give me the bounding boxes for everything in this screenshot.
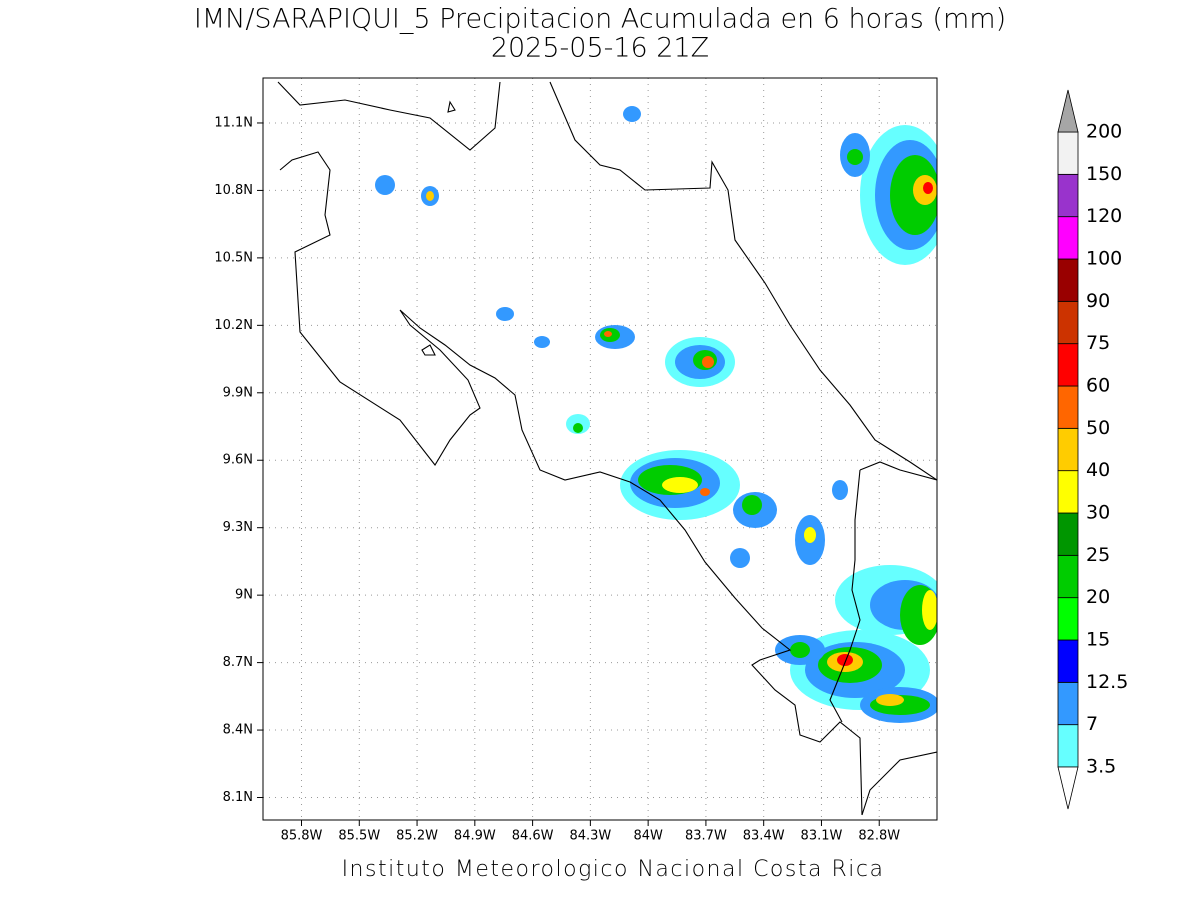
colorbar-label: 12.5 xyxy=(1086,671,1128,693)
colorbar-segment xyxy=(1057,597,1079,641)
precip-field xyxy=(277,81,937,816)
colorbar-label: 90 xyxy=(1086,290,1110,312)
lat-tick-label: 10.2N xyxy=(214,318,253,333)
colorbar-label: 25 xyxy=(1086,544,1110,566)
colorbar-segment xyxy=(1057,385,1079,429)
lon-tick-label: 84.6W xyxy=(512,829,554,844)
colorbar-label: 60 xyxy=(1086,375,1110,397)
colorbar: 3.5 7 12.5 15 20 25 30 40 50 60 75 90 100 120 150 200 xyxy=(1057,89,1128,810)
colorbar-label: 150 xyxy=(1086,163,1122,185)
lat-tick-label: 9N xyxy=(235,588,253,603)
colorbar-label: 30 xyxy=(1086,502,1110,524)
rain-cells xyxy=(375,106,937,723)
colorbar-segment xyxy=(1057,300,1079,345)
lon-tick-label: 83.1W xyxy=(801,829,843,844)
lon-tick-label: 85.2W xyxy=(396,829,438,844)
colorbar-segment xyxy=(1057,258,1079,302)
lon-tick-label: 82.8W xyxy=(858,829,900,844)
colorbar-under xyxy=(1057,766,1079,810)
colorbar-segment xyxy=(1057,554,1079,599)
colorbar-segment xyxy=(1057,512,1079,556)
colorbar-label: 200 xyxy=(1086,121,1122,143)
lat-tick-label: 11.1N xyxy=(214,115,253,130)
lat-tick-label: 9.6N xyxy=(223,453,253,468)
lon-tick-label: 85.5W xyxy=(338,829,380,844)
colorbar-segment xyxy=(1057,681,1079,726)
lat-tick-label: 8.4N xyxy=(223,723,253,738)
colorbar-label: 7 xyxy=(1086,713,1098,735)
footer: Instituto Meteorologico Nacional Costa R… xyxy=(342,857,885,882)
lon-tick-label: 83.7W xyxy=(685,829,727,844)
lat-tick-label: 10.8N xyxy=(214,183,253,198)
lon-tick-label: 84.3W xyxy=(569,829,611,844)
lat-tick-label: 8.1N xyxy=(223,790,253,805)
lat-tick-label: 9.3N xyxy=(223,520,253,535)
colorbar-label: 20 xyxy=(1086,586,1110,608)
lon-tick-label: 84.9W xyxy=(454,829,496,844)
colorbar-segment xyxy=(1057,131,1079,175)
lon-tick-label: 84W xyxy=(633,829,663,844)
colorbar-segment xyxy=(1057,470,1079,514)
colorbar-segment xyxy=(1057,343,1079,387)
lon-tick-label: 85.8W xyxy=(281,829,323,844)
colorbar-label: 120 xyxy=(1086,205,1122,227)
title: IMN/SARAPIQUI_5 Precipitacion Acumulada … xyxy=(194,4,1006,35)
map-frame xyxy=(262,77,938,821)
colorbar-label: 50 xyxy=(1086,417,1110,439)
colorbar-label: 40 xyxy=(1086,459,1110,481)
colorbar-segment xyxy=(1057,639,1079,683)
colorbar-segment xyxy=(1057,427,1079,472)
coastlines xyxy=(277,81,937,816)
lon-tick-label: 83.4W xyxy=(743,829,785,844)
colorbar-segment xyxy=(1057,173,1079,218)
colorbar-segment xyxy=(1057,216,1079,260)
colorbar-label: 100 xyxy=(1086,248,1122,270)
colorbar-segment xyxy=(1057,724,1079,768)
colorbar-label: 75 xyxy=(1086,332,1110,354)
grid xyxy=(263,78,937,820)
colorbar-over xyxy=(1057,89,1079,133)
colorbar-label: 3.5 xyxy=(1086,756,1116,778)
lat-tick-label: 9.9N xyxy=(223,385,253,400)
subtitle: 2025-05-16 21Z xyxy=(491,33,709,64)
colorbar-label: 15 xyxy=(1086,629,1110,651)
lat-tick-label: 10.5N xyxy=(214,250,253,265)
lat-tick-label: 8.7N xyxy=(223,655,253,670)
